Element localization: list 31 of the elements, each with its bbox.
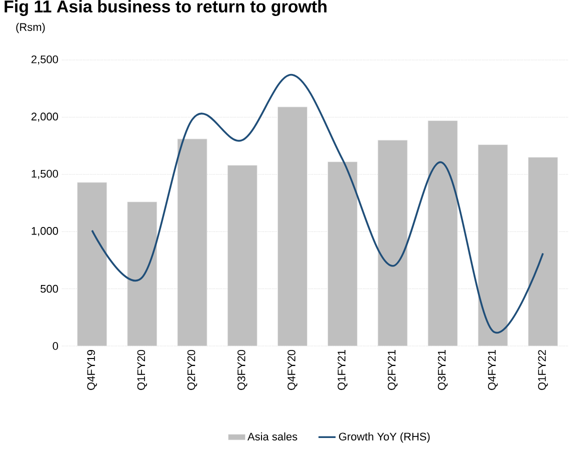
x-tick-label: Q3FY20 [237, 350, 248, 390]
bar [77, 182, 108, 346]
y-axis-title: (Rsm) [16, 22, 45, 34]
y-tick-label: 2,000 [31, 112, 58, 122]
chart-title: Fig 11 Asia business to return to growth [4, 0, 326, 16]
y-tick-label: 2,500 [31, 55, 58, 65]
y-tick-label: 1,000 [32, 227, 58, 236]
x-tick-label: Q4FY19 [87, 350, 97, 390]
x-tick-label: Q1FY22 [538, 350, 548, 390]
x-tick-label: Q2FY20 [187, 350, 198, 390]
y-tick-label: 0 [52, 342, 58, 350]
bar [478, 144, 508, 346]
x-tick-label: Q4FY20 [288, 350, 298, 390]
bar [177, 138, 208, 346]
y-tick-label: 500 [40, 284, 58, 293]
bar [127, 202, 158, 346]
x-tick-label: Q1FY21 [338, 350, 348, 390]
x-tick-label: Q2FY21 [388, 350, 398, 390]
x-tick-label: Q3FY21 [438, 350, 448, 390]
legend-label: Growth YoY (RHS) [339, 432, 430, 443]
y-tick-label: 1,500 [32, 170, 58, 179]
bar [428, 120, 458, 346]
bar [528, 157, 558, 346]
bar [277, 106, 308, 346]
bar [378, 140, 408, 346]
x-tick-label: Q4FY21 [488, 350, 498, 390]
bar [328, 162, 358, 346]
x-tick-label: Q1FY20 [137, 350, 148, 390]
line-series [91, 74, 544, 334]
bar [227, 165, 258, 346]
legend-label: Asia sales [247, 432, 298, 440]
